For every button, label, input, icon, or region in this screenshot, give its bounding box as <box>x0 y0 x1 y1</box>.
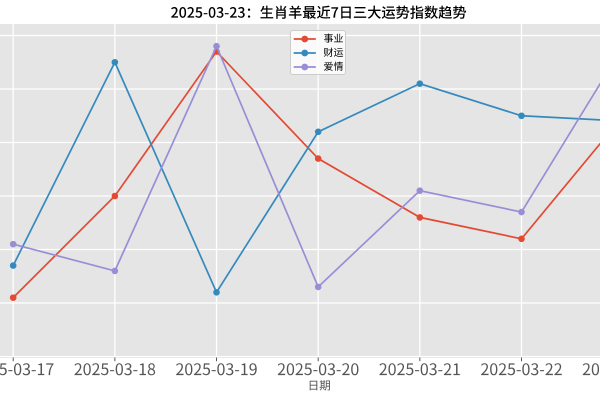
data-point-爱情-2025-03-17 <box>9 240 17 248</box>
legend-career-glyph-group <box>323 33 343 43</box>
data-point-爱情-2025-03-21 <box>416 187 424 194</box>
data-series <box>9 42 600 301</box>
legend-love-glyph-path <box>323 61 343 71</box>
data-point-爱情-2025-03-18 <box>111 267 119 275</box>
legend-item-love: 爱情 <box>291 60 345 74</box>
legend-love-dot <box>301 63 309 71</box>
data-point-财运-2025-03-22 <box>518 112 525 120</box>
data-point-事业-2025-03-21 <box>416 214 424 221</box>
data-point-爱情-2025-03-19 <box>213 42 220 50</box>
legend-wealth-label: 财运 <box>323 46 347 60</box>
data-point-爱情-2025-03-22 <box>518 208 525 216</box>
data-point-事业-2025-03-18 <box>111 192 119 200</box>
legend-wealth-dot <box>301 49 309 57</box>
x-tick-label: 2025-03-23 <box>582 361 600 377</box>
chart-title-glyphs <box>171 5 467 19</box>
x-axis-label-glyph-group <box>309 380 330 391</box>
legend-wealth-glyph-group <box>323 47 343 57</box>
data-point-财运-2025-03-19 <box>213 288 220 296</box>
legend-love-marker-icon <box>293 63 316 71</box>
legend-wealth-glyph-path <box>323 47 343 57</box>
legend-career-marker-icon <box>293 35 316 43</box>
data-point-爱情-2025-03-20 <box>314 283 322 291</box>
plot-area <box>0 24 600 358</box>
legend-career-dot <box>301 35 309 43</box>
legend-item-career: 事业 <box>291 32 345 46</box>
x-tick-label: 2025-03-21 <box>379 361 461 377</box>
legend-wealth-label-glyphs <box>323 47 343 57</box>
x-tick-label: 2025-03-17 <box>0 361 54 377</box>
x-tick-label: 2025-03-19 <box>176 361 258 377</box>
x-tick-label: 2025-03-22 <box>481 361 563 377</box>
x-tick-label: 2025-03-20 <box>277 361 359 377</box>
series-line-爱情 <box>12 44 600 289</box>
chart-title-glyph-path <box>171 5 467 19</box>
legend-love-glyph-group <box>323 61 343 71</box>
x-axis-label-glyphs <box>309 380 330 391</box>
data-point-事业-2025-03-17 <box>9 294 17 301</box>
legend-career-label-glyphs <box>323 33 343 43</box>
legend-career-glyph-path <box>323 33 343 43</box>
x-tick-label: 2025-03-18 <box>74 361 156 377</box>
legend-item-wealth: 财运 <box>291 46 345 60</box>
legend-wealth-marker-icon <box>293 49 316 57</box>
data-point-事业-2025-03-22 <box>518 235 525 243</box>
data-point-财运-2025-03-20 <box>314 128 322 136</box>
chart-title-glyph-group <box>171 5 467 19</box>
legend-love-label-glyphs <box>323 61 343 71</box>
x-axis-label: 日期 <box>307 378 333 393</box>
data-point-事业-2025-03-20 <box>314 155 322 162</box>
x-tick-marks <box>12 357 522 362</box>
legend-love-label: 爱情 <box>323 60 347 74</box>
x-axis-label-glyph-path <box>309 380 330 391</box>
legend: 事业 财运 爱情 <box>290 29 346 75</box>
data-point-财运-2025-03-17 <box>9 262 17 269</box>
data-point-财运-2025-03-21 <box>416 80 424 87</box>
chart-title: 2025-03-23：生肖羊最近7日三大运势指数趋势 <box>170 0 470 19</box>
legend-career-label: 事业 <box>323 32 347 46</box>
gridlines <box>0 24 600 358</box>
data-point-财运-2025-03-18 <box>111 58 119 66</box>
